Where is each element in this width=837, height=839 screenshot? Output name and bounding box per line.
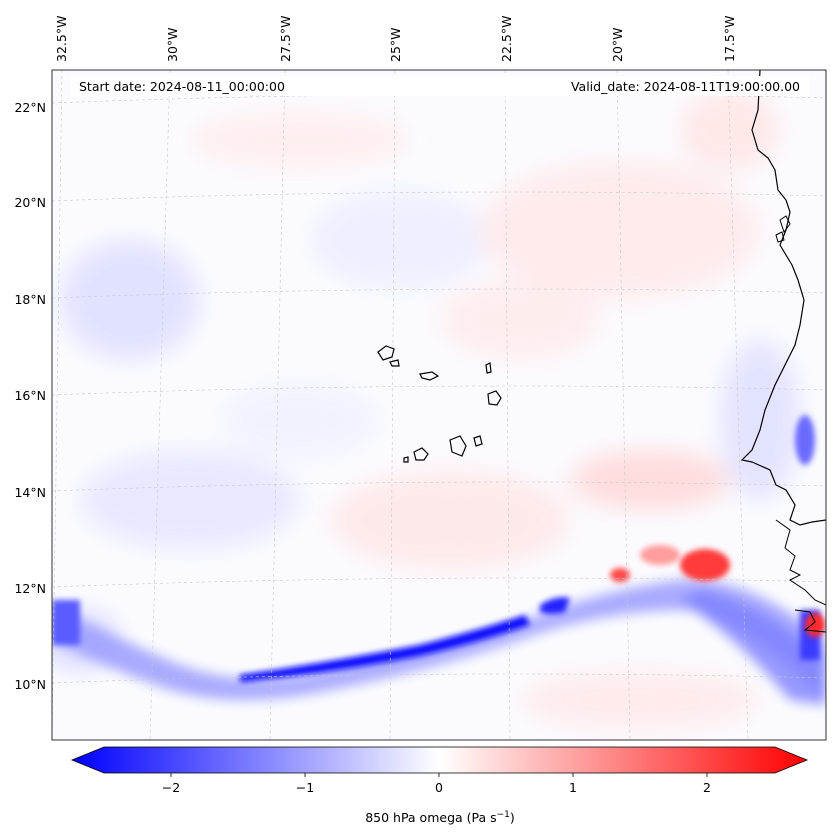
omega-field (52, 70, 826, 740)
lon-label-25w: 25°W (388, 27, 403, 62)
lat-label-18n: 18°N (14, 292, 46, 307)
coastline (740, 70, 826, 526)
valid-date-label: Valid_date: 2024-08-11T19:00:00.00 (571, 79, 800, 94)
longitude-labels: 32.5°W 30°W 27.5°W 25°W 22.5°W 20°W 17.5… (54, 16, 737, 62)
lon-label-22-5w: 22.5°W (499, 16, 514, 62)
lon-label-32-5w: 32.5°W (54, 16, 69, 62)
colorbar: −2 −1 0 1 2 850 hPa omega (Pa s−1) (70, 746, 809, 825)
lat-label-10n: 10°N (14, 677, 46, 692)
colorbar-label: 850 hPa omega (Pa s−1) (365, 810, 515, 825)
start-date-label: Start date: 2024-08-11_00:00:00 (79, 79, 285, 94)
colorbar-tick-label: 0 (435, 780, 443, 795)
lat-label-12n: 12°N (14, 581, 46, 596)
map-frame (51, 69, 827, 741)
lat-label-20n: 20°N (14, 195, 46, 210)
lon-label-27-5w: 27.5°W (278, 16, 293, 62)
colorbar-gradient (70, 746, 809, 774)
colorbar-tick-label: −2 (162, 780, 180, 795)
latitude-labels: 22°N 20°N 18°N 16°N 14°N 12°N 10°N (14, 100, 46, 692)
colorbar-ticks (170, 773, 708, 777)
colorbar-tick-label: 2 (703, 780, 711, 795)
colorbar-tick-label: −1 (296, 780, 314, 795)
date-label-background (70, 76, 810, 96)
colorbar-tick-label: 1 (569, 780, 577, 795)
lon-label-17-5w: 17.5°W (722, 16, 737, 62)
lat-label-16n: 16°N (14, 388, 46, 403)
lat-label-14n: 14°N (14, 485, 46, 500)
map-panel (51, 69, 827, 741)
lon-label-20w: 20°W (610, 27, 625, 62)
cape-verde-islands (377, 345, 502, 463)
graticule (52, 70, 826, 740)
lat-label-22n: 22°N (14, 100, 46, 115)
lon-label-30w: 30°W (165, 27, 180, 62)
